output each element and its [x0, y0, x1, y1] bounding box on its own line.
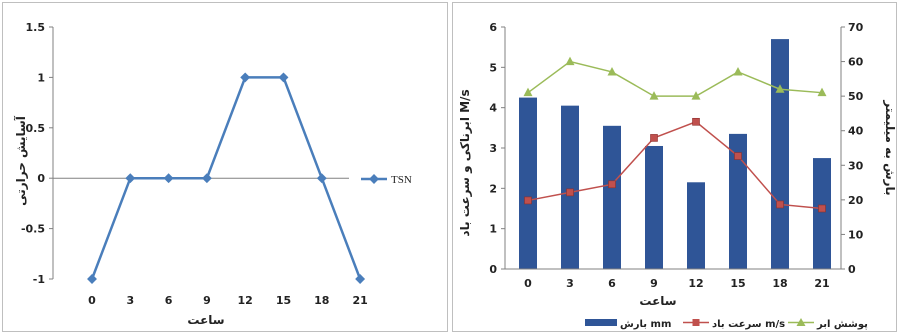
left-y-tick-label: 0 [489, 263, 497, 276]
rain-bar [519, 97, 537, 269]
rain-bar [687, 182, 705, 269]
wind-point [692, 117, 700, 126]
y-tick-label: 0.5 [26, 122, 46, 135]
x-tick-label: 21 [352, 294, 367, 307]
wind-point [776, 200, 784, 209]
legend: بارش mm سرعت باد m/s پوشش ابر [585, 318, 868, 330]
cloud-point [733, 66, 743, 76]
rain-bar [813, 158, 831, 269]
data-point [201, 173, 212, 184]
left-y-tick-label: 1 [489, 223, 497, 236]
cloud-point [523, 87, 533, 97]
legend: TSN [361, 174, 412, 186]
series-line-tsn [90, 76, 362, 280]
wind-point [650, 134, 658, 142]
legend-swatch-rain [585, 319, 617, 326]
right-y-tick-label: 40 [848, 125, 864, 138]
y-tick-label: 1.5 [26, 21, 46, 34]
data-point [240, 72, 251, 83]
tsn-chart-panel: 1.5 1 0.5 0 -0.5 -1 0 3 6 9 12 15 18 21 ساعت آسایش ح… [2, 2, 448, 332]
wind-point [818, 204, 826, 213]
rain-bar [603, 125, 621, 269]
cloud-point [775, 84, 785, 93]
data-point [163, 173, 174, 184]
right-y-axis-title: بارش به میلیمتر [883, 99, 897, 195]
data-point [355, 274, 366, 284]
left-y-tick-label: 5 [489, 61, 497, 74]
legend-swatch-cloud-marker [796, 318, 806, 326]
legend-entry-tsn: TSN [391, 174, 412, 186]
x-axis-title: ساعت [639, 294, 676, 308]
x-tick-label: 0 [524, 277, 532, 290]
x-tick-label: 18 [314, 294, 329, 307]
y-tick-label: 0 [37, 172, 45, 185]
wind-point [566, 188, 574, 197]
right-y-tick-label: 50 [848, 90, 864, 103]
right-y-tick-label: 60 [848, 56, 864, 69]
data-point [125, 173, 136, 184]
left-y-tick-label: 2 [489, 182, 497, 195]
x-tick-label: 9 [203, 294, 211, 307]
series-line-cloud [527, 60, 823, 97]
cloud-point [565, 56, 575, 66]
x-tick-label: 6 [608, 277, 616, 290]
cloud-point [817, 87, 827, 97]
data-point [278, 72, 289, 83]
x-tick-label: 12 [238, 294, 253, 307]
series-line-wind [527, 120, 823, 210]
legend-entry-rain: بارش mm [620, 319, 671, 330]
left-y-tick-label: 6 [489, 21, 497, 34]
right-y-tick-label: 20 [848, 194, 864, 207]
x-tick-label: 0 [88, 294, 96, 307]
x-tick-label: 15 [730, 277, 745, 290]
left-y-tick-label: 3 [489, 142, 497, 155]
x-tick-label: 9 [650, 277, 658, 290]
x-tick-label: 21 [814, 277, 829, 290]
x-tick-label: 3 [126, 294, 134, 307]
tsn-chart: 1.5 1 0.5 0 -0.5 -1 0 3 6 9 12 15 18 21 ساعت آسایش ح… [13, 21, 412, 327]
y-axis-title: آسایش حرارتی [13, 115, 28, 206]
wind-point [608, 180, 616, 189]
rain-bar [771, 39, 789, 269]
legend-swatch-wind-marker [692, 319, 700, 326]
y-tick-label: -0.5 [21, 223, 45, 236]
x-tick-label: 12 [688, 277, 703, 290]
x-tick-label: 3 [566, 277, 574, 290]
right-y-tick-label: 70 [848, 21, 864, 34]
x-axis-title: ساعت [187, 313, 224, 327]
data-point [316, 173, 327, 184]
left-y-axis-title: ابرناکی و سرعت باد M/s [458, 89, 473, 236]
x-tick-label: 6 [165, 294, 173, 307]
legend-entry-wind: سرعت باد m/s [712, 319, 785, 330]
right-y-tick-label: 0 [848, 263, 856, 276]
y-tick-label: 1 [37, 71, 45, 84]
rain-bar [645, 145, 663, 269]
right-y-tick-label: 30 [848, 159, 864, 172]
data-point [87, 274, 97, 284]
rain-bar [729, 133, 747, 269]
y-tick-label: -1 [33, 273, 45, 286]
wind-point [734, 152, 742, 160]
right-y-tick-label: 10 [848, 228, 864, 241]
rain-bar [561, 105, 579, 270]
wind-point [524, 196, 532, 205]
left-y-tick-label: 4 [489, 102, 497, 115]
cloud-point [691, 91, 701, 100]
x-tick-label: 18 [772, 277, 787, 290]
legend-swatch-marker [369, 174, 379, 184]
x-tick-label: 15 [276, 294, 291, 307]
cloud-point [649, 91, 659, 100]
cloud-point [607, 66, 617, 76]
legend-entry-cloud: پوشش ابر [816, 319, 868, 330]
